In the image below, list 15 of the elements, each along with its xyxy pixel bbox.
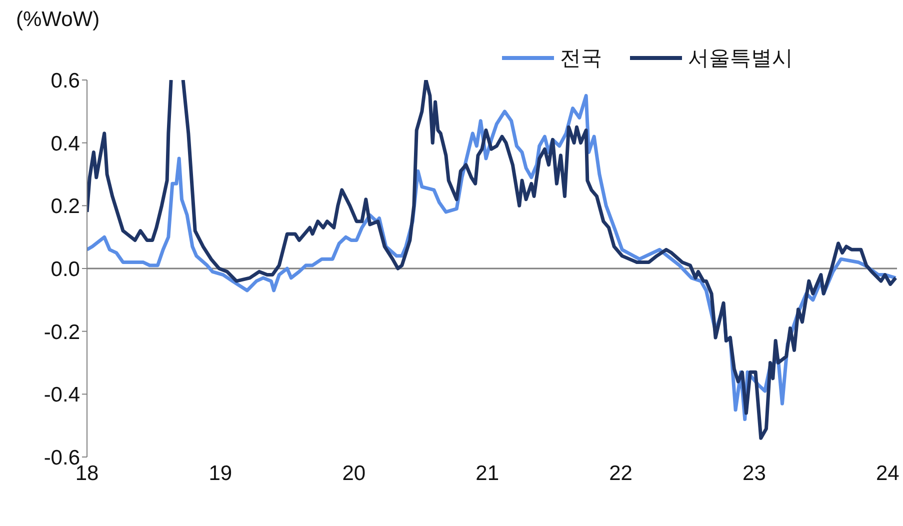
x-tick-label: 23	[742, 462, 766, 485]
y-axis-title: (%WoW)	[16, 8, 100, 32]
y-tick-label: 0.4	[50, 132, 80, 156]
x-tick-label: 21	[476, 462, 500, 485]
y-tick-label: 0.2	[50, 195, 80, 218]
y-tick-label: 0.6	[50, 69, 80, 92]
y-tick-label: -0.2	[44, 320, 80, 344]
legend-label: 서울특별시	[688, 46, 793, 72]
y-tick-label: 0.0	[50, 258, 80, 281]
x-tick-label: 24	[876, 462, 900, 485]
x-tick-label: 22	[609, 462, 632, 485]
x-tick-label: 20	[342, 462, 366, 485]
x-tick-label: 19	[208, 462, 232, 485]
legend-label: 전국	[560, 46, 602, 72]
y-tick-label: -0.4	[44, 384, 80, 407]
